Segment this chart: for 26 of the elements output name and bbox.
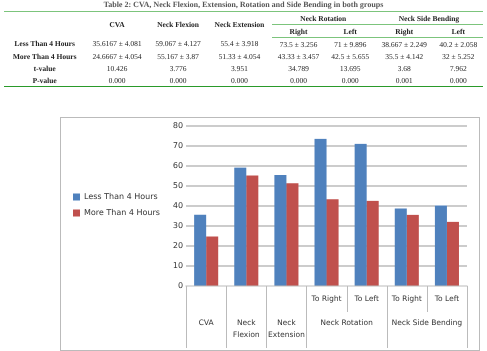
bar (446, 222, 459, 286)
y-tick-label: 0 (178, 281, 184, 290)
bar (246, 175, 258, 286)
legend-label: Less Than 4 Hours (84, 192, 158, 202)
bar (314, 138, 327, 286)
bar (406, 214, 419, 286)
bar (366, 200, 379, 286)
bar (434, 206, 447, 286)
bar (394, 208, 407, 286)
y-tick-label: 30 (172, 221, 184, 230)
bar (194, 214, 206, 286)
y-tick-label: 70 (172, 140, 184, 150)
bar (286, 183, 298, 286)
text: Table 2: CVA, Neck Flexion, Extension, Rotation and Side Bending in both groups (102, 0, 384, 9)
bar (206, 236, 218, 286)
bar (274, 175, 286, 286)
y-tick-label: 80 (172, 120, 184, 130)
legend-label: More Than 4 Hours (84, 208, 160, 218)
y-tick-label: 50 (172, 180, 184, 190)
bar (354, 144, 367, 286)
y-tick-label: 60 (172, 160, 184, 170)
y-tick-label: 20 (172, 241, 184, 250)
y-tick-label: 40 (172, 200, 184, 210)
bar (326, 199, 339, 286)
bar (234, 168, 246, 286)
y-tick-label: 10 (172, 261, 184, 270)
